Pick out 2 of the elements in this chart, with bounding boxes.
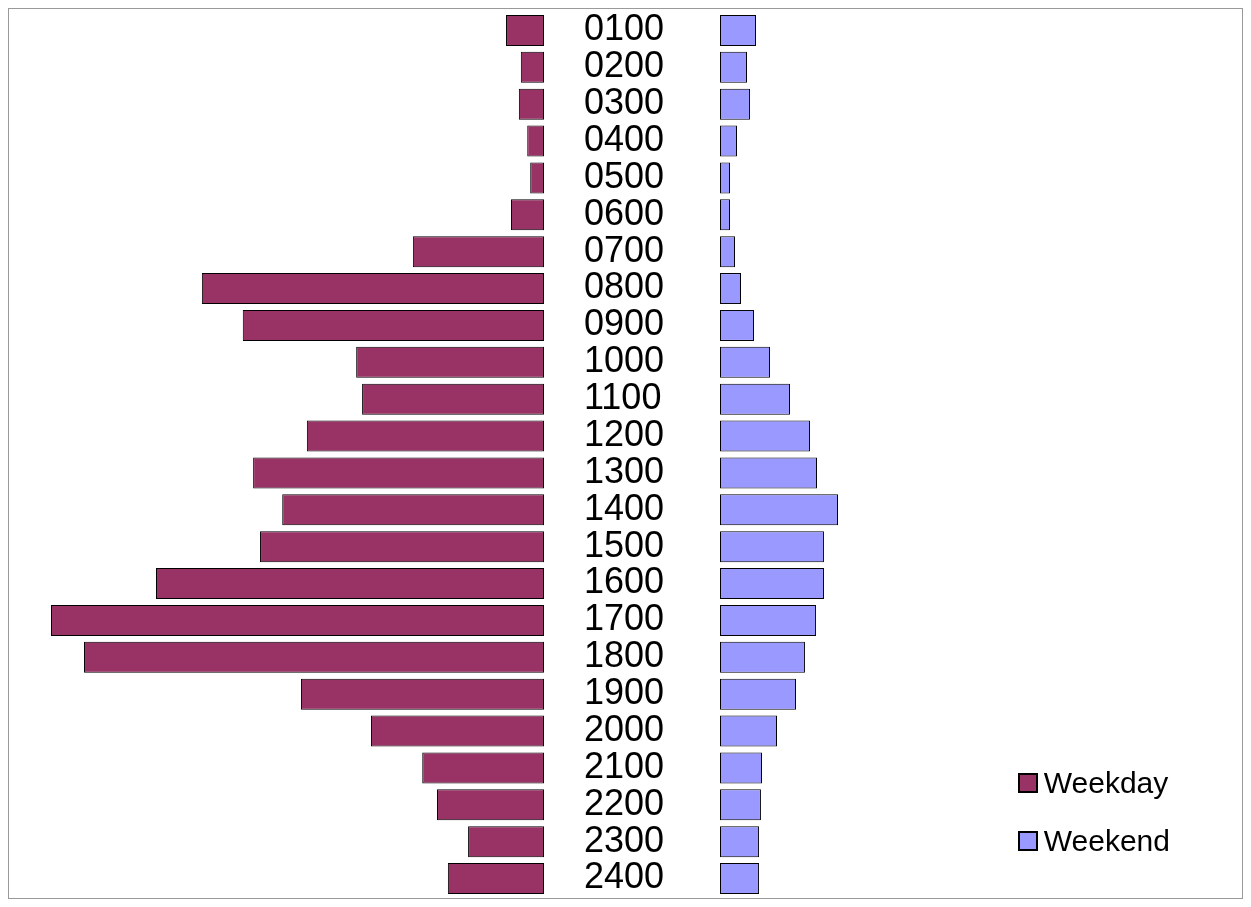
legend-label: Weekend <box>1043 824 1170 858</box>
legend-label: Weekday <box>1043 766 1169 800</box>
